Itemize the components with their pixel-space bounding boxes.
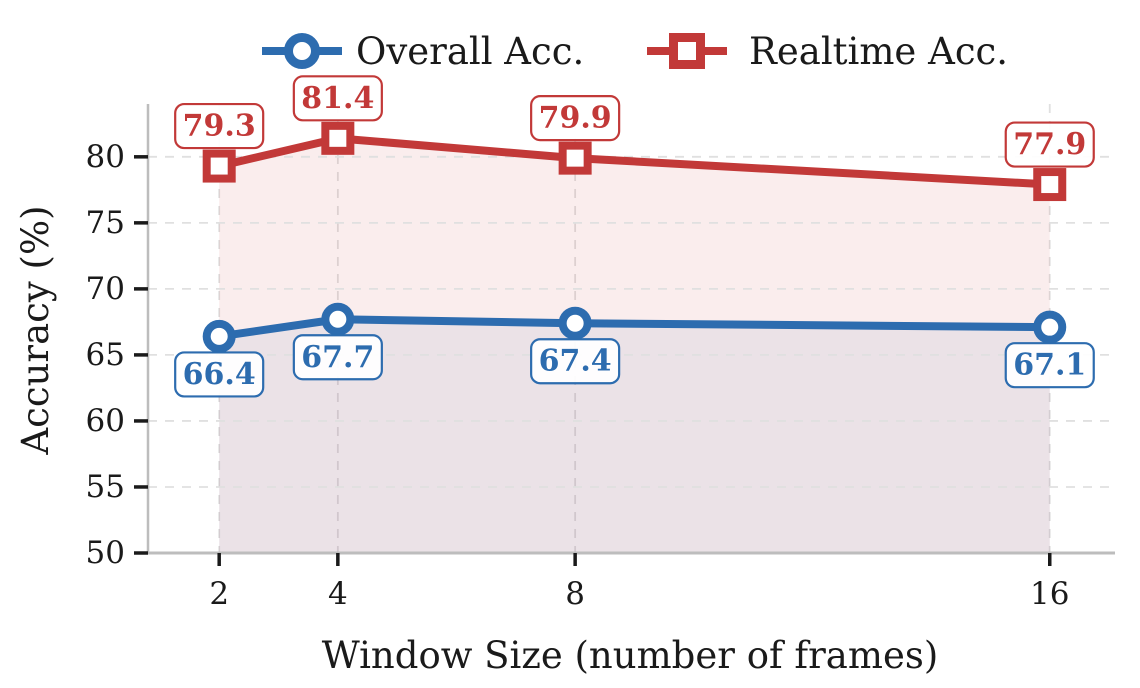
data-point-circle-marker [321,302,355,336]
data-label-value: 67.4 [539,344,612,379]
data-label-box [292,75,383,122]
data-label-box [1004,121,1095,168]
x-tick-label: 16 [1030,576,1069,612]
y-tick-label: 55 [86,469,125,505]
legend-square-marker-icon [669,33,705,69]
y-tick-label: 50 [86,535,125,571]
data-label-value: 67.1 [1013,348,1086,383]
data-label-value: 66.4 [183,357,256,392]
series-line-1 [215,134,1054,189]
data-point-square-marker [1033,168,1067,202]
data-label-box [174,102,265,150]
data-label-box [1004,342,1095,389]
data-label-value: 67.7 [301,340,374,375]
series-area-fill-0 [219,319,1050,553]
y-tick-label: 60 [86,403,125,439]
legend-item-overall: Overall Acc. [262,30,584,73]
data-label-value: 77.9 [1013,127,1086,162]
data-label-box [292,334,383,381]
series-line-0 [215,315,1054,341]
y-tick-label: 70 [86,271,125,307]
y-tick-label: 75 [86,205,125,241]
data-point-circle-marker [1033,310,1067,344]
legend-label-realtime: Realtime Acc. [749,30,1008,73]
data-label-value: 79.9 [539,101,612,136]
legend-circle-marker-icon [284,33,320,69]
data-label-box [530,338,621,385]
plot-area: 50 55 60 65 70 75 80 2 4 8 16 66.4 67.7 67.4 67.1 79.3 8… [86,75,1115,612]
data-point-square-marker [558,141,592,175]
data-label-value: 81.4 [301,81,374,116]
y-axis-title: Accuracy (%) [14,205,57,455]
legend-label-overall: Overall Acc. [356,30,584,73]
data-label-box [174,351,265,398]
data-point-square-marker [202,149,236,183]
legend-item-realtime: Realtime Acc. [647,30,1008,73]
data-point-circle-marker [202,319,236,353]
legend: Overall Acc. Realtime Acc. [262,30,1008,73]
x-tick-label: 4 [328,576,348,612]
x-axis-title: Window Size (number of frames) [322,634,939,677]
y-tick-label: 65 [86,337,125,373]
x-tick-label: 8 [565,576,585,612]
data-label-box [530,95,621,142]
data-point-circle-marker [558,306,592,340]
series-area-fill-1 [219,138,1050,553]
data-label-value: 79.3 [183,109,256,144]
y-tick-label: 80 [86,139,125,175]
x-tick-label: 2 [209,576,229,612]
data-point-square-marker [321,121,355,155]
